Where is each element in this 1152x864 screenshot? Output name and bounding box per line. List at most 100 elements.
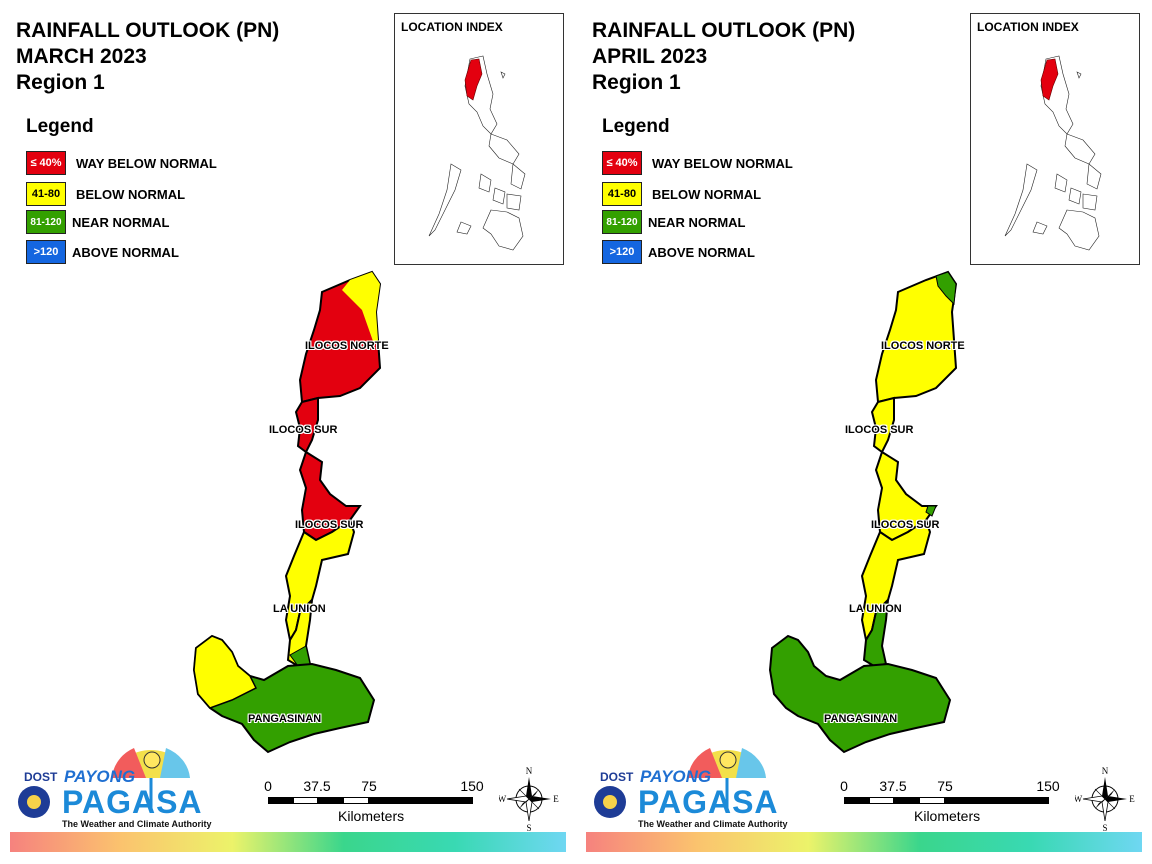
title-line-3: Region 1	[592, 71, 681, 94]
legend-swatch: ≤ 40%	[602, 151, 642, 175]
legend-label: ABOVE NORMAL	[648, 244, 755, 260]
legend-label: ABOVE NORMAL	[72, 244, 179, 260]
legend-item-near: 81-120 NEAR NORMAL	[26, 210, 170, 234]
scale-tick: 0	[840, 778, 848, 794]
payong-pagasa-logo: DOST PAYONG PAGASA The Weather and Clima…	[592, 740, 788, 832]
legend-title: Legend	[602, 116, 670, 137]
scale-segment	[945, 797, 1049, 804]
logo-payong: PAYONG	[64, 767, 136, 786]
pangasinan-shape	[768, 634, 952, 754]
scale-tick: 150	[460, 778, 484, 794]
legend-item-above: >120 ABOVE NORMAL	[26, 240, 179, 264]
title-line-1: RAINFALL OUTLOOK (PN)	[16, 19, 280, 42]
scale-units: Kilometers	[914, 808, 981, 824]
legend-label: WAY BELOW NORMAL	[76, 155, 217, 171]
scale-bar: 0 37.5 75 150 Kilometers	[262, 778, 492, 838]
scale-segment	[369, 797, 473, 804]
compass-w: W	[1075, 794, 1083, 804]
outlook-panel-march: RAINFALL OUTLOOK (PN) MARCH 2023 Region …	[10, 13, 566, 852]
location-index-title: LOCATION INDEX	[977, 20, 1079, 34]
legend-label: NEAR NORMAL	[72, 214, 170, 230]
province-label-ilocos-sur: ILOCOS SUR	[295, 519, 364, 531]
compass-n: N	[1102, 766, 1109, 776]
compass-s: S	[1102, 823, 1107, 833]
province-label-ilocos-norte: ILOCOS NORTE	[881, 340, 965, 352]
province-label-ilocos-sur: ILOCOS SUR	[871, 519, 940, 531]
umbrella-icon	[594, 748, 766, 818]
province-label-ilocos-sur: ILOCOS SUR	[845, 424, 914, 436]
legend-item-near: 81-120 NEAR NORMAL	[602, 210, 746, 234]
province-label-ilocos-norte: ILOCOS NORTE	[305, 340, 389, 352]
region1-map	[192, 270, 382, 754]
compass-s: S	[526, 823, 531, 833]
title-line-2: MARCH 2023	[16, 45, 147, 68]
legend-item-way-below: ≤ 40% WAY BELOW NORMAL	[26, 151, 217, 175]
title-line-3: Region 1	[16, 71, 105, 94]
province-label-ilocos-sur: ILOCOS SUR	[269, 424, 338, 436]
legend-label: BELOW NORMAL	[652, 186, 762, 202]
logo-dost: DOST	[24, 770, 58, 784]
footer-gradient-strip	[10, 832, 566, 852]
scale-tick: 75	[937, 778, 953, 794]
legend-swatch: ≤ 40%	[26, 151, 66, 175]
legend-title: Legend	[26, 116, 94, 137]
legend-label: NEAR NORMAL	[648, 214, 746, 230]
map-title: RAINFALL OUTLOOK (PN) APRIL 2023 Region …	[592, 18, 855, 96]
scale-tick: 75	[361, 778, 377, 794]
umbrella-icon	[18, 748, 190, 818]
scale-tick: 0	[264, 778, 272, 794]
legend-swatch: 81-120	[602, 210, 642, 234]
compass-icon: N S W E	[1074, 766, 1136, 833]
scale-segment	[318, 797, 343, 804]
map-title: RAINFALL OUTLOOK (PN) MARCH 2023 Region …	[16, 18, 279, 96]
province-label-la-union: LA UNION	[849, 603, 902, 615]
legend-item-below: 41-80 BELOW NORMAL	[602, 182, 761, 206]
scale-segment	[919, 797, 945, 804]
legend-swatch: >120	[26, 240, 66, 264]
location-index-box: LOCATION INDEX	[970, 13, 1140, 265]
legend-item-above: >120 ABOVE NORMAL	[602, 240, 755, 264]
scale-units: Kilometers	[338, 808, 405, 824]
compass-icon: N S W E	[498, 766, 560, 833]
ilocos-norte-shape	[298, 270, 382, 404]
logo-payong: PAYONG	[640, 767, 712, 786]
philippines-index-map	[428, 55, 526, 251]
legend-swatch: 41-80	[26, 182, 66, 206]
scale-segment	[894, 797, 919, 804]
scale-segment	[844, 797, 869, 804]
legend-swatch: 41-80	[602, 182, 642, 206]
province-label-pangasinan: PANGASINAN	[248, 713, 322, 725]
scale-bar: 0 37.5 75 150 Kilometers	[838, 778, 1068, 838]
scale-tick: 37.5	[303, 778, 331, 794]
compass-rose: N S W E	[1074, 765, 1136, 835]
scale-segment	[343, 797, 369, 804]
compass-n: N	[526, 766, 533, 776]
province-label-la-union: LA UNION	[273, 603, 326, 615]
scale-segment	[268, 797, 293, 804]
region1-map	[768, 270, 958, 754]
legend-label: BELOW NORMAL	[76, 186, 186, 202]
payong-pagasa-logo: DOST PAYONG PAGASA The Weather and Clima…	[16, 740, 212, 832]
logo-pagasa: PAGASA	[638, 784, 779, 820]
footer-gradient-strip	[586, 832, 1142, 852]
compass-e: E	[1129, 794, 1135, 804]
location-index-title: LOCATION INDEX	[401, 20, 503, 34]
compass-w: W	[499, 794, 507, 804]
legend-label: WAY BELOW NORMAL	[652, 155, 793, 171]
compass-e: E	[553, 794, 559, 804]
logo-tagline: The Weather and Climate Authority	[62, 819, 212, 829]
logo-tagline: The Weather and Climate Authority	[638, 819, 788, 829]
title-line-2: APRIL 2023	[592, 45, 708, 68]
outlook-panel-april: RAINFALL OUTLOOK (PN) APRIL 2023 Region …	[576, 0, 1152, 864]
scale-segment	[869, 797, 894, 804]
logo-pagasa: PAGASA	[62, 784, 203, 820]
compass-rose: N S W E	[498, 765, 560, 835]
legend-swatch: 81-120	[26, 210, 66, 234]
logo-dost: DOST	[600, 770, 634, 784]
location-index-box: LOCATION INDEX	[394, 13, 564, 265]
legend-item-way-below: ≤ 40% WAY BELOW NORMAL	[602, 151, 793, 175]
philippines-index-map	[1004, 55, 1102, 251]
scale-tick: 37.5	[879, 778, 907, 794]
province-label-pangasinan: PANGASINAN	[824, 713, 898, 725]
legend-item-below: 41-80 BELOW NORMAL	[26, 182, 185, 206]
